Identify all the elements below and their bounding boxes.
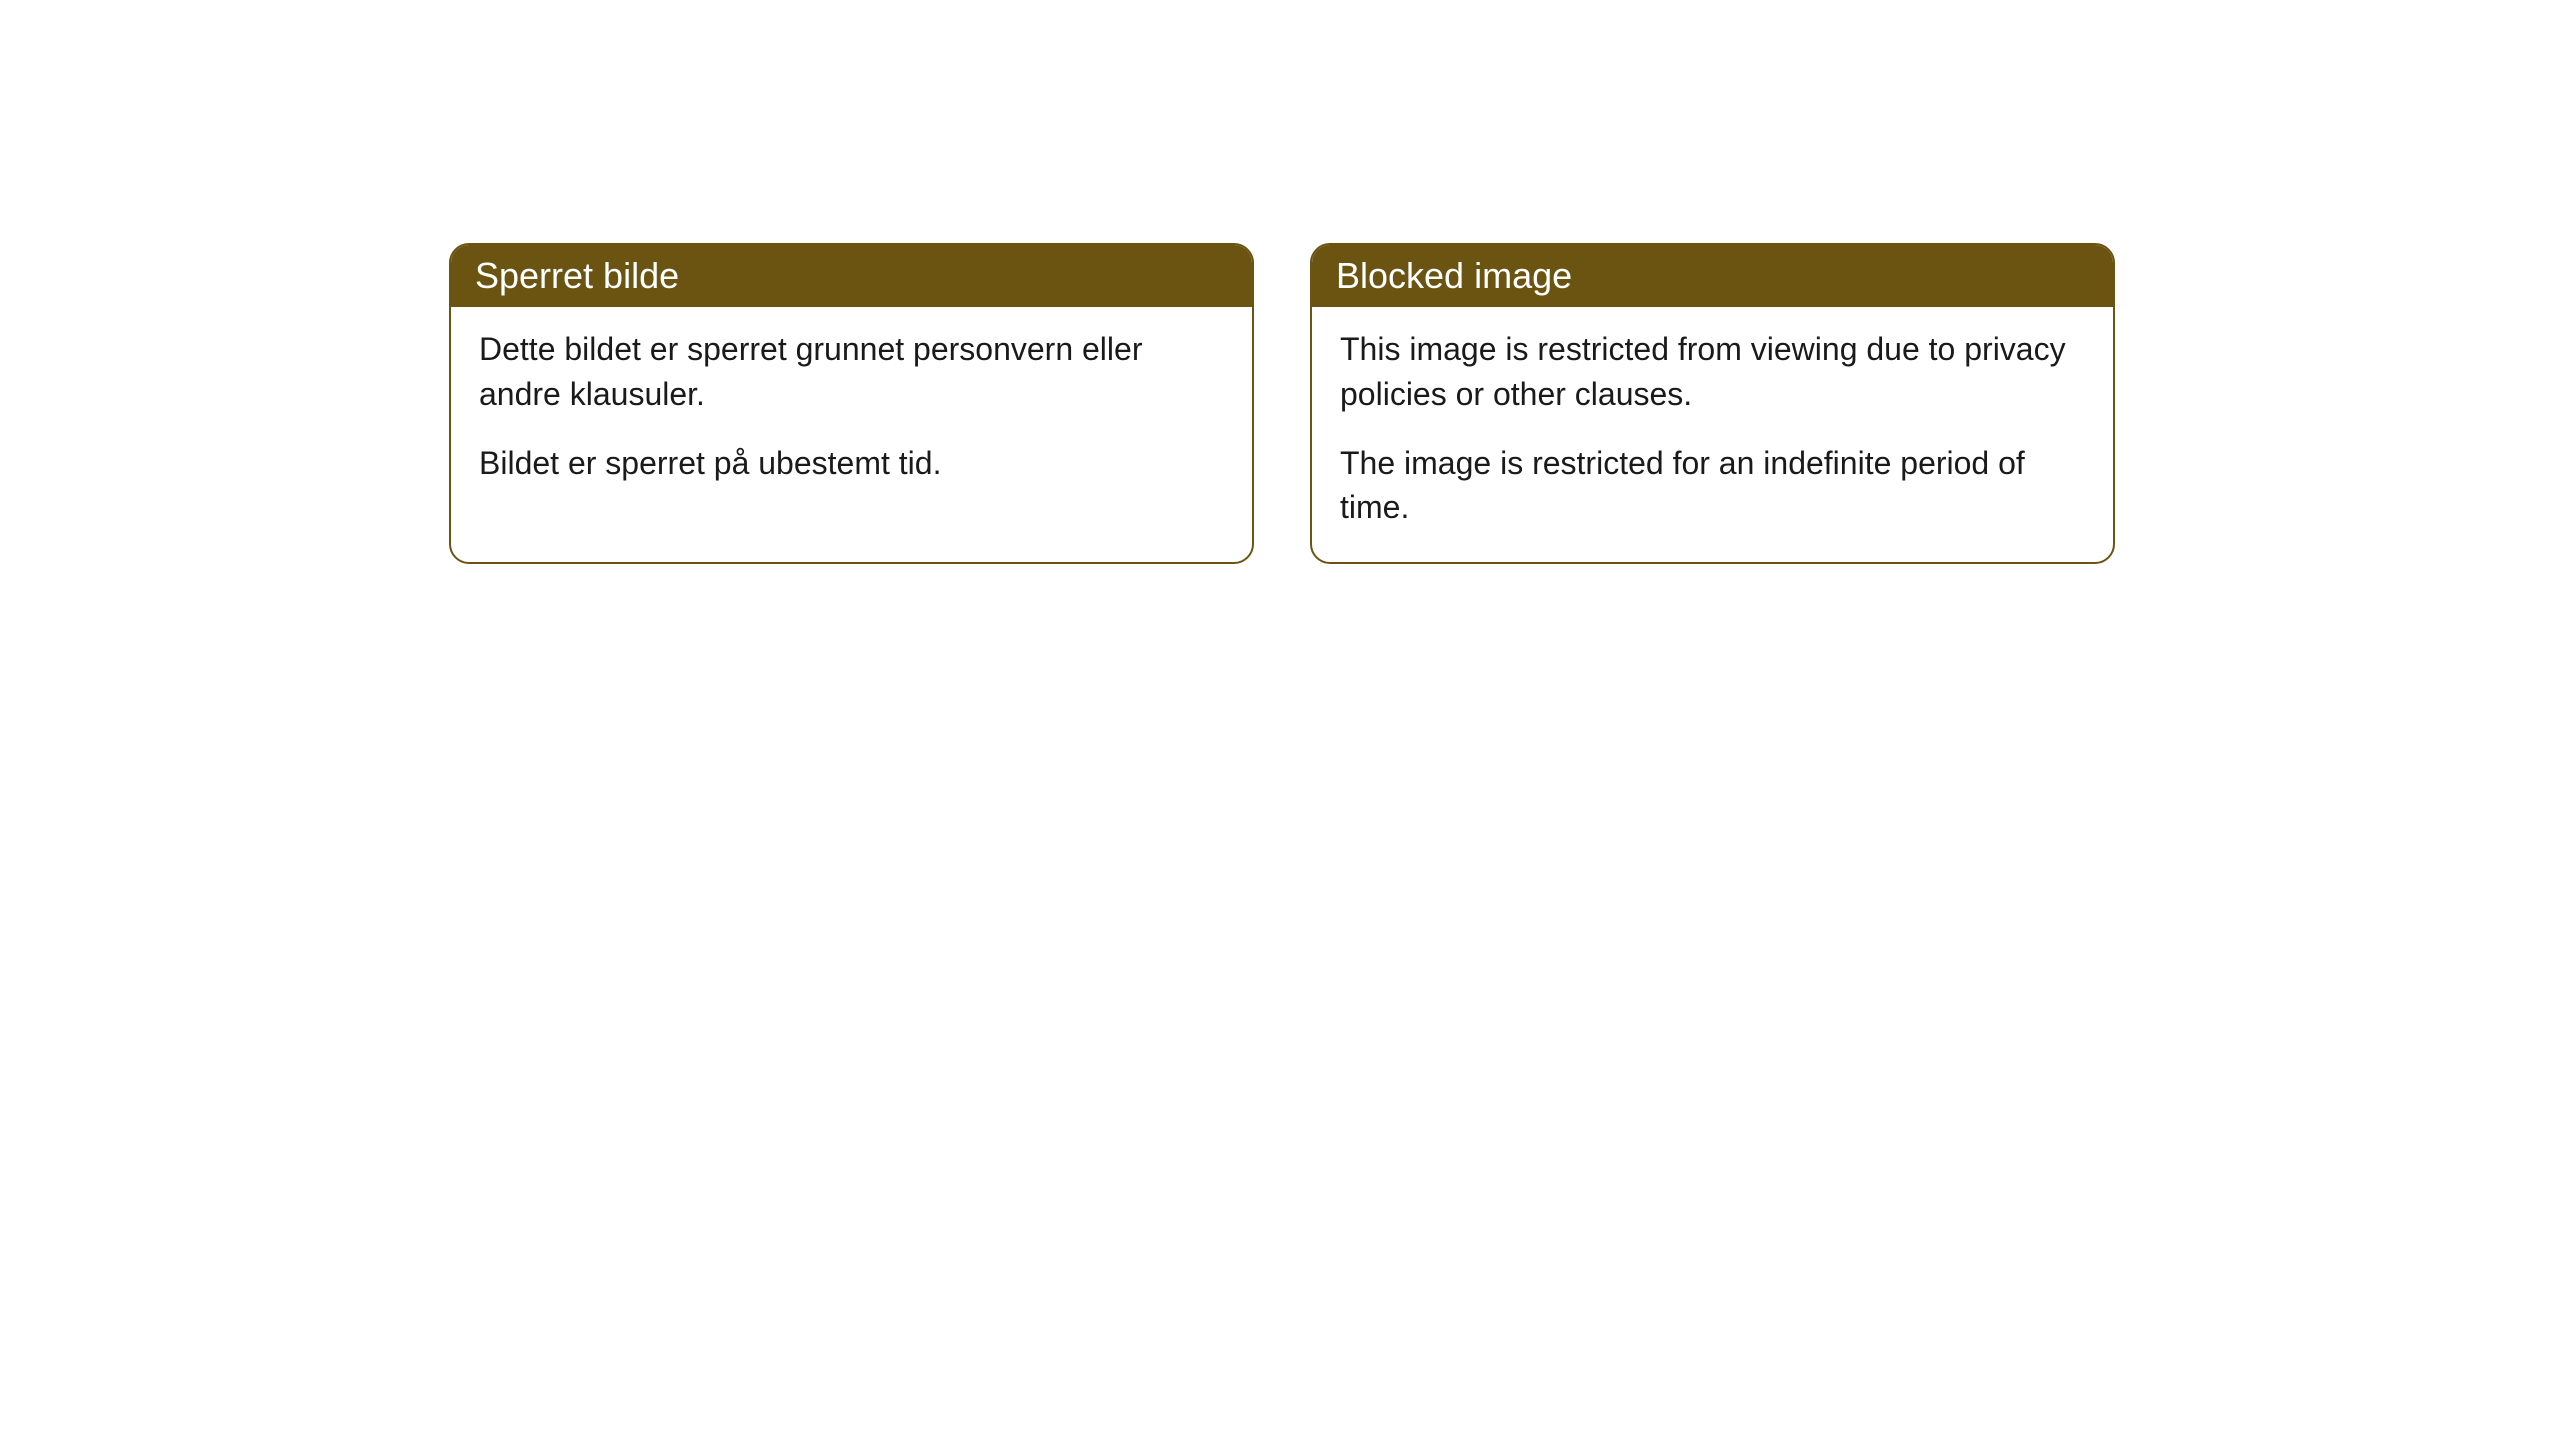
card-paragraph: The image is restricted for an indefinit…: [1340, 441, 2085, 531]
card-paragraph: Dette bildet er sperret grunnet personve…: [479, 327, 1224, 417]
card-english: Blocked image This image is restricted f…: [1310, 243, 2115, 564]
card-header-norwegian: Sperret bilde: [451, 245, 1252, 307]
cards-container: Sperret bilde Dette bildet er sperret gr…: [449, 243, 2115, 564]
card-paragraph: Bildet er sperret på ubestemt tid.: [479, 441, 1224, 486]
card-body-english: This image is restricted from viewing du…: [1312, 307, 2113, 562]
card-header-english: Blocked image: [1312, 245, 2113, 307]
card-body-norwegian: Dette bildet er sperret grunnet personve…: [451, 307, 1252, 517]
card-paragraph: This image is restricted from viewing du…: [1340, 327, 2085, 417]
card-norwegian: Sperret bilde Dette bildet er sperret gr…: [449, 243, 1254, 564]
